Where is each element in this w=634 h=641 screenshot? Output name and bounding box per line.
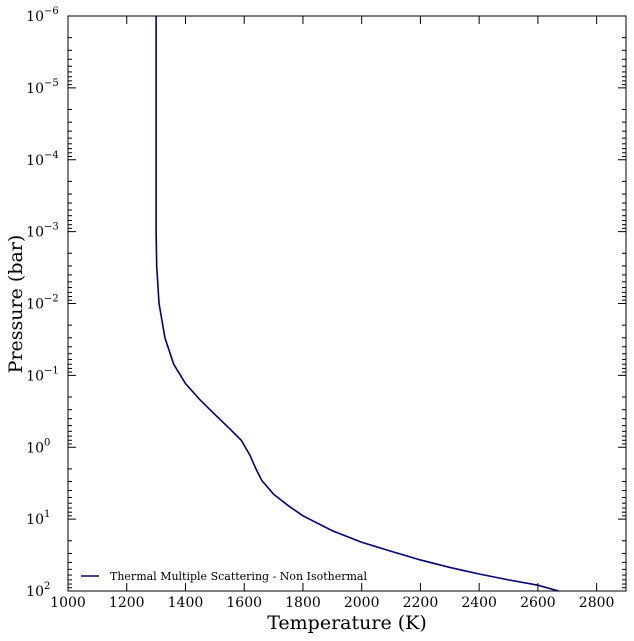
y-tick-label: 10 −4 <box>26 150 59 169</box>
y-tick-label: 10 −3 <box>26 222 59 241</box>
plot-area <box>68 16 626 591</box>
y-tick-exponent: −3 <box>44 222 59 233</box>
y-tick-exponent: −5 <box>44 78 59 89</box>
y-tick-base: 10 <box>26 584 44 600</box>
y-tick-label: 10 −1 <box>26 365 59 384</box>
x-tick-label: 1000 <box>50 595 86 611</box>
x-tick-labels: 1000 1200 1400 1600 1800 2000 2200 2400 2600 2800 <box>50 595 614 611</box>
y-tick-label: 10 −6 <box>26 6 59 25</box>
y-tick-label: 10 −2 <box>26 294 59 313</box>
x-tick-label: 1400 <box>168 595 204 611</box>
x-axis-label: Temperature (K) <box>267 612 427 634</box>
y-tick-base: 10 <box>26 81 44 97</box>
y-tick-base: 10 <box>26 440 44 456</box>
x-tick-label: 1600 <box>226 595 262 611</box>
y-tick-base: 10 <box>26 153 44 169</box>
legend: Thermal Multiple Scattering - Non Isothe… <box>81 570 367 583</box>
y-tick-exponent: −1 <box>44 365 59 376</box>
legend-entry: Thermal Multiple Scattering - Non Isothe… <box>110 570 367 583</box>
y-axis-label: Pressure (bar) <box>5 235 27 374</box>
y-tick-exponent: −6 <box>44 6 59 17</box>
y-tick-exponent: −2 <box>44 294 59 305</box>
x-tick-label: 1200 <box>109 595 145 611</box>
series-line <box>155 16 559 592</box>
y-tick-base: 10 <box>26 512 44 528</box>
y-tick-label: 10 1 <box>26 509 50 528</box>
y-tick-exponent: 0 <box>44 437 50 448</box>
x-tick-label: 2400 <box>461 595 497 611</box>
y-tick-base: 10 <box>26 225 44 241</box>
y-tick-exponent: −4 <box>44 150 59 161</box>
y-tick-label: 10 0 <box>26 437 50 456</box>
x-tick-label: 1800 <box>285 595 321 611</box>
y-tick-label: 10 2 <box>26 581 50 600</box>
y-tick-exponent: 1 <box>44 509 50 520</box>
y-tick-base: 10 <box>26 9 44 25</box>
y-tick-exponent: 2 <box>44 581 50 592</box>
y-tick-base: 10 <box>26 368 44 384</box>
x-tick-label: 2000 <box>344 595 380 611</box>
y-tick-label: 10 −5 <box>26 78 59 97</box>
y-tick-base: 10 <box>26 297 44 313</box>
x-tick-label: 2600 <box>520 595 556 611</box>
plot-frame <box>67 15 627 592</box>
x-tick-label: 2200 <box>403 595 439 611</box>
x-tick-label: 2800 <box>579 595 615 611</box>
